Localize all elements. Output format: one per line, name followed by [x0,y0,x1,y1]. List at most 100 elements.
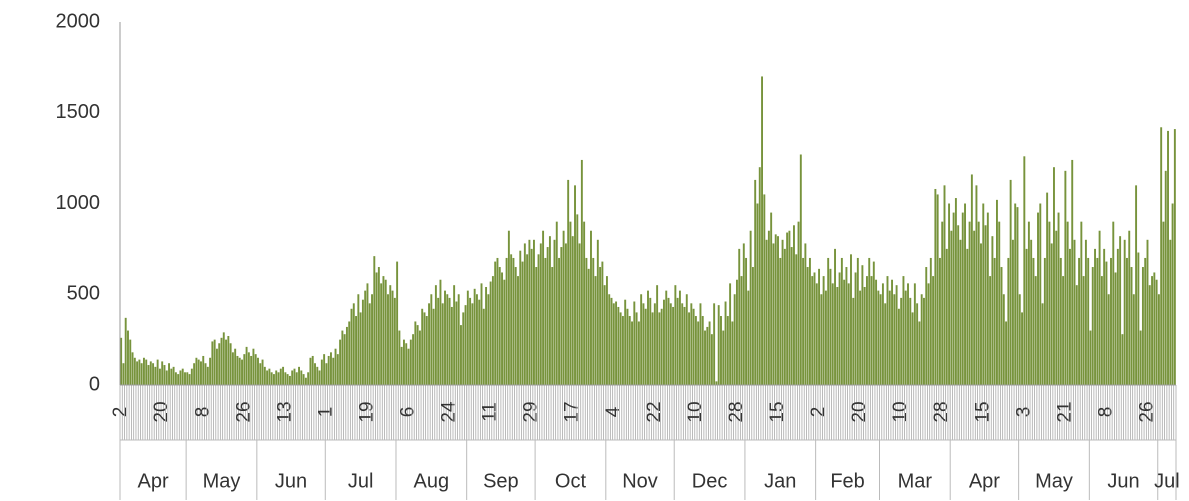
bar [660,308,663,385]
bar [227,335,230,385]
bar [407,348,410,385]
bar [469,297,472,385]
bar [617,306,620,385]
bar [423,312,426,385]
bar [952,212,955,385]
bar [517,276,519,385]
bar [640,294,643,385]
bar [777,236,779,385]
bar [514,267,517,385]
bar [366,283,369,385]
bar [720,316,722,385]
bar [936,194,939,385]
bar [268,368,271,385]
y-tick-label: 500 [67,283,100,305]
bar [225,339,228,385]
month-label: Dec [692,470,728,492]
bar [1025,248,1028,385]
x-tick-label: 4 [603,406,624,417]
bar [745,257,748,385]
bar [669,303,672,385]
bar [574,185,576,385]
bar [690,303,693,385]
bar [405,343,408,385]
bar [277,372,280,385]
bar [564,243,567,385]
bar [1157,294,1160,385]
bar [1128,230,1131,385]
bar [439,279,442,385]
bar [916,303,919,385]
x-tick-label: 3 [1013,407,1034,418]
bar [790,247,793,385]
bar [576,214,579,385]
bar [1066,221,1069,385]
bar [1082,276,1085,385]
bar [154,366,157,385]
bar [152,363,155,385]
bar [699,303,702,385]
bar [701,316,704,385]
x-tick-label: 20 [849,401,870,422]
bar [288,375,291,385]
bar [371,294,373,385]
month-label: Oct [555,470,587,492]
bar [1071,159,1074,385]
bar [911,312,914,385]
bar [480,283,483,385]
bar [1112,221,1115,385]
bar [252,348,255,385]
bar [314,363,316,385]
bar [651,312,654,385]
month-label: Apr [138,470,169,492]
bar [421,308,424,385]
bar [1094,248,1096,385]
bar [827,257,830,385]
bar [1053,167,1055,385]
bar [637,321,640,385]
bar [473,288,476,385]
bar [555,221,558,385]
bar [747,290,750,385]
x-tick-label: 20 [151,401,172,422]
bar [528,239,531,385]
bar [444,290,446,385]
bar [587,268,590,385]
bar [793,225,795,385]
bar [316,366,319,385]
x-tick-label: 19 [356,401,377,422]
bar [300,370,303,385]
bar [710,334,713,385]
bar [665,290,668,385]
bar [647,290,649,385]
bar [888,290,891,385]
bar [533,239,535,385]
bar [213,339,216,385]
bar [1000,267,1003,385]
bar [282,366,285,385]
bar [1089,330,1092,385]
bar [704,330,706,385]
bar [941,221,944,385]
bar [870,276,873,385]
bar [756,203,759,385]
bar [491,276,494,385]
bar [605,276,608,385]
bar [1043,257,1046,385]
bar [521,261,524,385]
bar [934,188,937,385]
bar [220,337,223,385]
bar [781,239,784,385]
bar [330,352,332,385]
bar [448,297,451,385]
bar [325,363,328,385]
bar [950,230,953,385]
bar [1057,212,1060,385]
bar [131,352,134,385]
bar [487,294,490,385]
bar [633,301,636,385]
bar [168,363,170,385]
bar [257,357,259,385]
bar [1041,303,1044,385]
bar [569,221,572,385]
